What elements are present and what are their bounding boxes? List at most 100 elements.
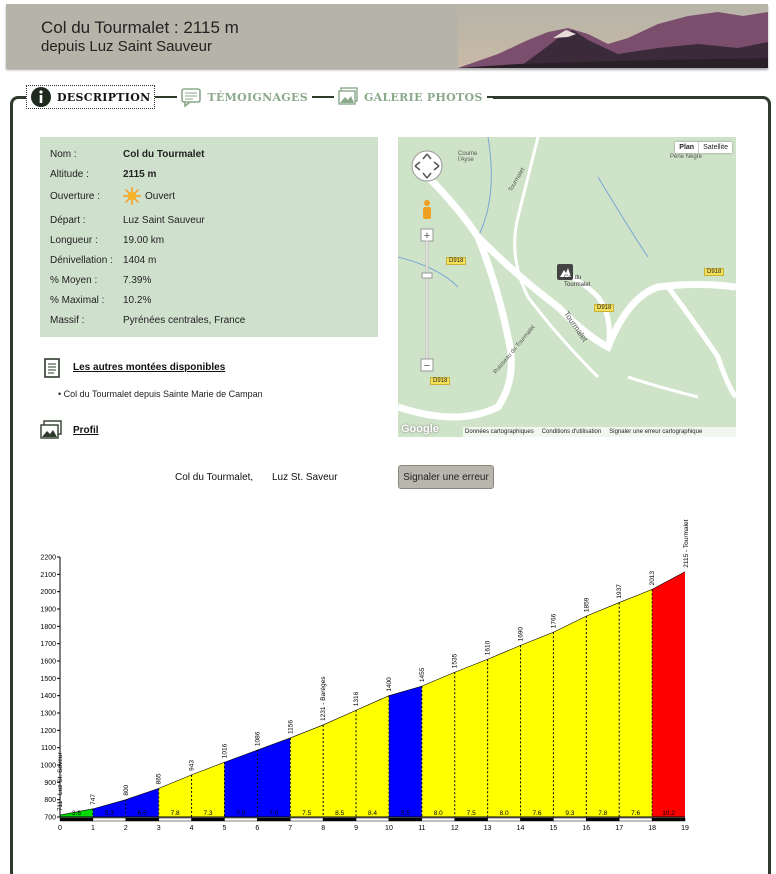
profil-link[interactable]: Profil: [73, 425, 99, 436]
profile-segment: [158, 774, 192, 817]
map-type-plan-button[interactable]: Plan: [675, 142, 700, 153]
x-tick-label: 4: [190, 825, 194, 832]
km-bar: [651, 817, 686, 822]
x-tick-label: 10: [385, 825, 393, 832]
x-tick-label: 1: [91, 825, 95, 832]
grade-label: 10.2: [662, 810, 675, 817]
tab-description[interactable]: DESCRIPTION: [26, 85, 156, 109]
y-tick-label: 2200: [40, 555, 56, 562]
x-tick-label: 12: [451, 825, 459, 832]
altitude-label: 943: [189, 760, 196, 771]
info-row-ouverture: Ouverture : Ouvert: [50, 187, 175, 205]
grade-label: 7.5: [467, 810, 476, 817]
map-terms-link[interactable]: Conditions d'utilisation: [541, 429, 602, 435]
zoom-slider-handle[interactable]: [421, 272, 433, 279]
y-tick-label: 700: [44, 815, 56, 822]
info-key: Massif :: [50, 315, 85, 326]
info-value: 7.39%: [123, 275, 152, 286]
info-row-maximal: % Maximal : 10.2%: [50, 295, 151, 306]
info-row-longueur: Longueur : 19.00 km: [50, 235, 164, 246]
grade-label: 8.4: [368, 810, 377, 817]
altitude-label: 1690: [518, 627, 525, 642]
y-tick-label: 1100: [41, 745, 56, 752]
km-bar: [92, 817, 127, 822]
map-data-link[interactable]: Données cartographiques: [465, 429, 534, 435]
grade-label: 7.3: [204, 810, 213, 817]
km-bar: [125, 817, 159, 822]
road-shield: D918: [446, 257, 467, 265]
grade-label: 7.5: [302, 810, 311, 817]
km-bar: [388, 817, 423, 822]
altitude-label: 1610: [485, 640, 492, 655]
y-tick-label: 1600: [40, 659, 56, 666]
info-value: 10.2%: [123, 295, 152, 306]
x-tick-label: 15: [550, 825, 558, 832]
km-bar: [191, 817, 225, 822]
map-canvas[interactable]: + −: [398, 137, 736, 437]
x-tick-label: 3: [157, 825, 161, 832]
map-report-link[interactable]: Signaler une erreur cartographique: [609, 429, 703, 435]
pegman-icon[interactable]: [423, 200, 431, 219]
info-value: 19.00 km: [123, 235, 165, 246]
km-bar: [224, 817, 258, 822]
x-tick-label: 19: [681, 825, 689, 832]
km-bar: [290, 817, 324, 822]
climb-info-box: Nom : Col du Tourmalet Altitude : 2115 m O…: [40, 137, 378, 337]
other-climb-link[interactable]: Col du Tourmalet depuis Sainte Marie de …: [63, 389, 263, 399]
map-type-satellite-button[interactable]: Satellite: [699, 142, 732, 153]
zoom-out-button[interactable]: [420, 358, 434, 372]
info-key: Départ :: [50, 215, 86, 226]
road-shield: D918: [430, 377, 451, 385]
map-widget[interactable]: + − Plan Satellite Coume l'Ayse Pène Nèg…: [398, 137, 736, 437]
svg-text:−: −: [424, 360, 430, 372]
km-bar: [520, 817, 554, 822]
comment-icon: [181, 88, 202, 107]
km-bar: [355, 817, 390, 822]
tab-divider: [311, 96, 334, 98]
tab-divider: [486, 96, 493, 98]
profile-segment: [652, 571, 685, 817]
page-subtitle: depuis Luz Saint Sauveur: [41, 38, 212, 55]
y-tick-label: 800: [44, 797, 56, 804]
x-tick-label: 14: [517, 825, 525, 832]
info-key: Nom :: [50, 149, 77, 160]
grade-label: 5.5: [401, 810, 410, 817]
map-marker-icon[interactable]: [557, 264, 573, 280]
km-bar: [487, 817, 521, 822]
info-value: Ouvert: [145, 190, 176, 202]
altitude-label: 1859: [583, 597, 590, 612]
km-bar: [553, 817, 587, 822]
y-tick-label: 2000: [40, 589, 56, 596]
zoom-slider[interactable]: [425, 240, 429, 360]
map-pan-control[interactable]: [411, 150, 443, 182]
grade-label: 7.0: [269, 810, 278, 817]
profile-segment: [224, 750, 258, 817]
y-tick-label: 1000: [40, 763, 56, 770]
profile-segment: [60, 808, 93, 817]
tab-temoignages[interactable]: TÉMOIGNAGES: [177, 87, 311, 107]
km-bar: [586, 817, 620, 822]
km-bar: [158, 817, 192, 822]
x-tick-label: 6: [255, 825, 259, 832]
info-value: 1404 m: [123, 255, 157, 266]
tab-galerie-photos[interactable]: GALERIE PHOTOS: [334, 87, 487, 107]
list-item[interactable]: • Col du Tourmalet depuis Sainte Marie d…: [58, 389, 263, 399]
profile-outline: [59, 571, 686, 816]
x-tick-label: 9: [354, 825, 358, 832]
tab-galerie-photos-label: GALERIE PHOTOS: [363, 90, 483, 104]
altitude-label: 1455: [419, 667, 426, 682]
photo-icon: [40, 420, 62, 439]
grade-label: 6.5: [138, 810, 147, 817]
info-row-depart: Départ : Luz Saint Sauveur: [50, 215, 205, 226]
km-bar: [59, 817, 94, 822]
info-value: Luz Saint Sauveur: [123, 215, 205, 226]
altitude-label: 865: [156, 773, 163, 784]
x-tick-label: 2: [124, 825, 128, 832]
altitude-label: 1400: [386, 677, 393, 692]
info-row-denivellation: Dénivellation : 1404 m: [50, 255, 156, 266]
tab-divider: [155, 96, 178, 98]
tab-description-label: DESCRIPTION: [57, 90, 151, 104]
profile-segment: [454, 659, 488, 817]
report-error-button[interactable]: Signaler une erreur: [398, 465, 494, 489]
other-climbs-link[interactable]: Les autres montées disponibles: [73, 362, 226, 373]
